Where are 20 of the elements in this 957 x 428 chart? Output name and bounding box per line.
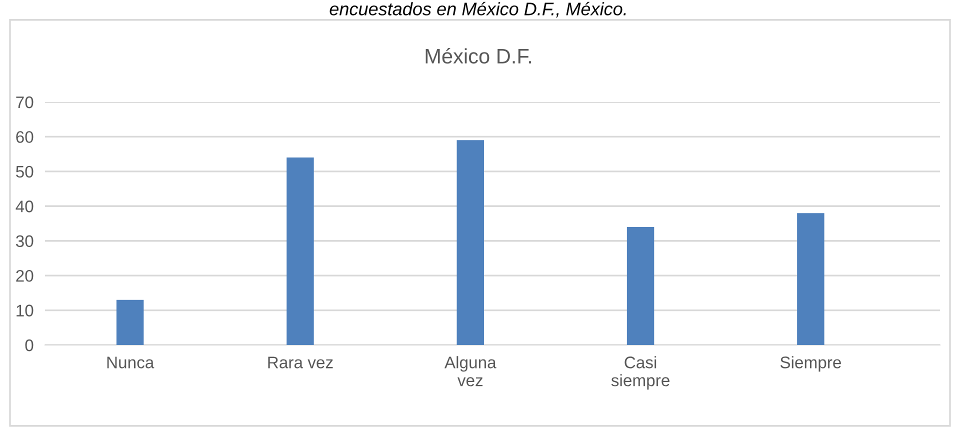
x-tick-label: Nunca — [107, 356, 154, 368]
y-tick-label: 0 — [25, 339, 34, 352]
bar — [456, 140, 484, 345]
x-tick-label: Siempre — [780, 356, 841, 372]
y-tick-label: 10 — [16, 304, 34, 316]
y-tick-label: 50 — [16, 166, 34, 178]
y-tick-label: 20 — [16, 270, 34, 282]
y-tick-label: 40 — [16, 200, 34, 212]
bar — [116, 300, 144, 345]
text: encuestados en México D.F., México. — [330, 2, 626, 18]
bar — [626, 226, 654, 345]
y-tick-label: 70 — [16, 96, 34, 108]
bar — [286, 158, 314, 345]
y-tick-label: 60 — [16, 131, 34, 143]
x-tick-label: Rara vez — [268, 356, 333, 368]
x-tick-label: Casi siempre — [611, 356, 670, 390]
bar — [797, 213, 824, 345]
chart-title: México D.F. — [426, 48, 532, 64]
y-tick-label: 30 — [16, 235, 34, 248]
x-tick-label: Alguna vez — [444, 356, 496, 386]
